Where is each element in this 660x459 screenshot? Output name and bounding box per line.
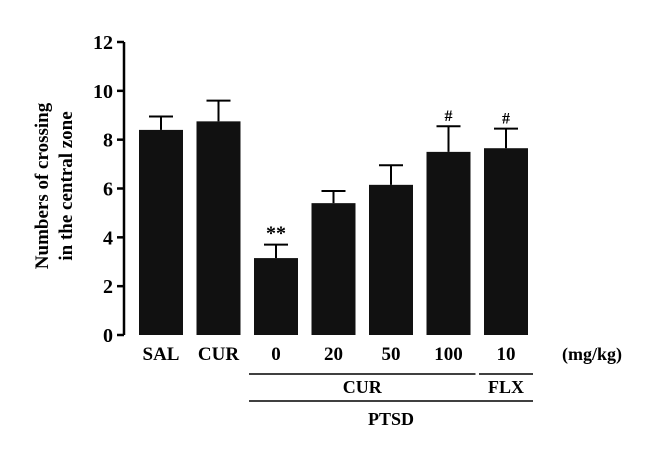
x-tick-label: SAL xyxy=(143,344,180,365)
bar xyxy=(484,148,528,335)
y-tick-label: 2 xyxy=(103,276,113,298)
x-tick-label: CUR xyxy=(198,344,239,365)
significance-marker: # xyxy=(445,108,453,125)
y-tick-label: 4 xyxy=(103,227,113,249)
bar xyxy=(139,129,183,335)
x-tick-labels: SAL CUR 0 20 50 100 10 xyxy=(143,344,516,365)
y-axis-title: Numbers of crossing in the central zone xyxy=(32,102,77,269)
significance-marker: # xyxy=(502,111,510,128)
outer-group-label: PTSD xyxy=(368,409,414,429)
bar xyxy=(196,121,241,336)
bar xyxy=(254,258,298,335)
x-tick-label: 100 xyxy=(434,344,463,365)
y-tick-label: 10 xyxy=(93,81,113,103)
y-tick-label: 0 xyxy=(103,325,113,347)
x-tick-label: 50 xyxy=(382,344,401,365)
bar xyxy=(369,184,413,335)
bar xyxy=(311,203,356,335)
y-axis-title-line-1: Numbers of crossing xyxy=(32,102,53,269)
x-tick-label: 0 xyxy=(271,344,281,365)
bar xyxy=(426,151,471,335)
x-tick-label: 10 xyxy=(497,344,516,365)
bars xyxy=(139,121,528,336)
y-axis-title-line-2: in the central zone xyxy=(56,111,77,260)
y-axis: 0 2 4 6 8 10 12 xyxy=(93,32,126,347)
y-tick-label: 12 xyxy=(93,32,113,54)
group-brackets: CUR FLX PTSD xyxy=(249,373,533,429)
error-bars xyxy=(149,99,518,259)
y-tick-label: 8 xyxy=(103,130,113,152)
y-tick-label: 6 xyxy=(103,179,113,201)
group-label: FLX xyxy=(488,377,524,397)
significance-markers: ** # # xyxy=(266,108,510,244)
x-tick-label: 20 xyxy=(324,344,343,365)
dose-unit-label: (mg/kg) xyxy=(562,344,622,365)
significance-marker: ** xyxy=(266,223,286,245)
group-label: CUR xyxy=(343,377,383,397)
